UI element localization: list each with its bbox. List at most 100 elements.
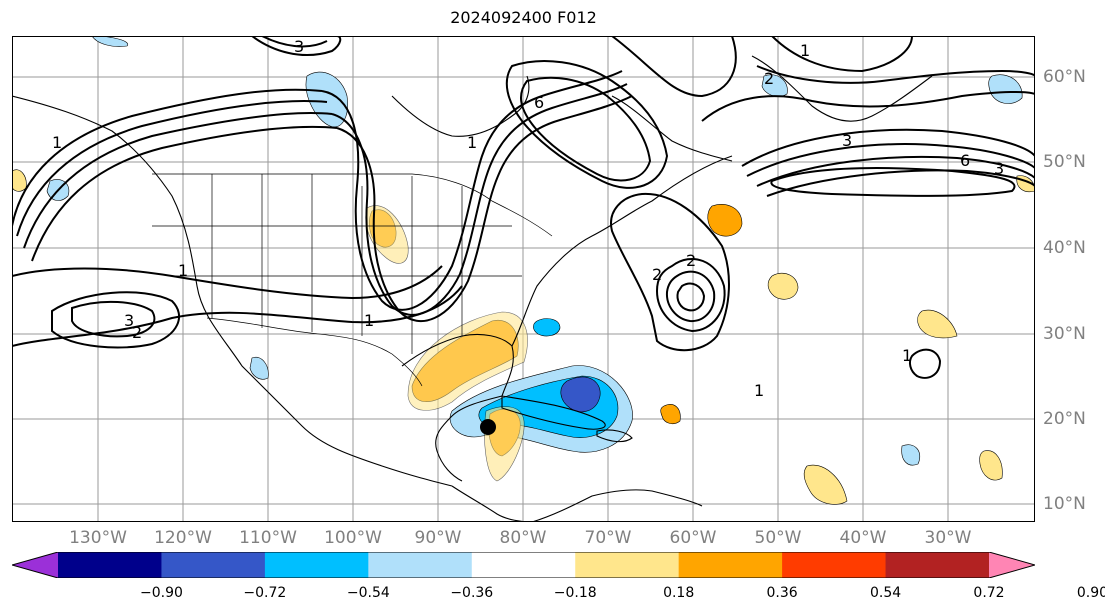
colorbar-tick-label: −0.36 [450, 585, 494, 601]
coast-labrador [611, 95, 733, 162]
anomaly-gulf-positive-outer [407, 311, 528, 411]
anomaly-atlantic-positive-2 [767, 272, 799, 300]
anomaly-yucatan-outer [484, 406, 525, 482]
colorbar-tick-label: 0.54 [869, 585, 902, 601]
anomaly-west-positive [12, 169, 27, 192]
contour-jet-east-1 [741, 128, 1035, 167]
coast-hudson [391, 75, 530, 137]
lat-label: 10°N [1043, 494, 1086, 514]
contour-north-atlantic [701, 90, 1035, 122]
colorbar-extend-high [989, 552, 1035, 578]
lat-label: 30°N [1043, 324, 1086, 344]
colorbar-tick-label: 0.18 [663, 585, 695, 601]
contour-southwest-high-1 [51, 291, 181, 349]
contour-label: 1 [52, 133, 62, 152]
colorbar-tick-label: −0.54 [346, 585, 390, 601]
contour-ridge-west-4 [31, 125, 338, 262]
contour-label: 2 [132, 323, 142, 342]
lon-label: 120°W [154, 528, 212, 548]
anomaly-atlantic-positive-3 [917, 309, 958, 339]
colorbar-bin [678, 552, 783, 578]
contour-low-atlantic-2 [665, 270, 716, 323]
coast-hispaniola [596, 429, 633, 443]
coast-cuba [501, 395, 606, 430]
contour-north-high-2 [261, 36, 328, 48]
anomaly-atlantic-positive-6 [660, 404, 681, 425]
lon-label: 110°W [239, 528, 297, 548]
map-frame [12, 36, 1035, 522]
lat-label: 20°N [1043, 409, 1086, 429]
contour-greenland-2 [771, 36, 913, 73]
contour-jet-east-5 [770, 167, 1016, 197]
contour-labels: 3 2 1 6 1 2 6 3 2 3 1 3 2 1 1 1 1 [52, 37, 1004, 400]
contour-southwest-high-2 [71, 300, 156, 338]
lon-label: 30°W [924, 528, 972, 548]
colorbar-bin [368, 552, 473, 578]
contour-low-ne-2 [520, 76, 652, 182]
contour-label: 3 [994, 159, 1004, 178]
contour-label: 6 [534, 93, 544, 112]
anomaly-caribbean-min [560, 376, 601, 412]
contour-ridge-west-2 [16, 100, 328, 237]
contour-label: 2 [764, 69, 774, 88]
coast-greenland [751, 55, 933, 122]
contour-label: 1 [364, 311, 374, 330]
coast-south-america [531, 489, 703, 522]
contour-greenland-3 [756, 65, 1035, 84]
colorbar-tick-label: −0.72 [243, 585, 287, 601]
anomaly-north-atlantic-negative [988, 74, 1023, 104]
colorbar-tick-label: 0.36 [766, 585, 798, 601]
contour-low-atlantic-outer [610, 192, 730, 352]
coastlines [12, 55, 933, 522]
lat-label: 60°N [1043, 67, 1086, 87]
contour-trough-2 [331, 83, 628, 316]
contour-sw-2 [12, 285, 463, 347]
contour-label: 3 [842, 131, 852, 150]
contour-trough-3 [336, 95, 633, 322]
contour-label: 1 [178, 261, 188, 280]
height-contours [12, 36, 1035, 379]
graticule [12, 36, 1035, 522]
anomaly-atlantic-positive-4 [803, 464, 848, 505]
contour-jet-east-3 [756, 155, 1035, 187]
colorbar-tick-label: 0.90 [1076, 585, 1105, 601]
contour-label: 1 [467, 133, 477, 152]
colorbar-bin [575, 552, 680, 578]
contour-label: 6 [960, 151, 970, 170]
contour-label: 1 [754, 381, 764, 400]
lon-label: 60°W [669, 528, 717, 548]
lon-label: 50°W [754, 528, 802, 548]
political-borders [152, 173, 553, 387]
contour-sw-1 [12, 265, 443, 300]
colorbar-bin [161, 552, 266, 578]
contour-low-atlantic-1 [655, 257, 726, 333]
contour-ridge-west-1 [12, 88, 323, 227]
contour-jet-east-2 [746, 143, 1035, 177]
colorbar-bin [58, 552, 162, 578]
anomaly-atlantic-positive-1 [707, 204, 743, 237]
contour-low-ne-1 [505, 60, 669, 189]
map-title: 2024092400 F012 [450, 8, 597, 27]
anomaly-shading [12, 36, 1035, 505]
lat-label: 50°N [1043, 152, 1086, 172]
contour-low-atlantic-3 [676, 282, 706, 312]
lon-label: 40°W [839, 528, 887, 548]
colorbar-tick-label: 0.72 [973, 585, 1005, 601]
colorbar-tick-label: −0.90 [139, 585, 183, 601]
anomaly-pacific-top-negative [91, 36, 129, 47]
contour-label: 1 [800, 41, 810, 60]
contour-label: 1 [902, 346, 912, 365]
contour-label: 2 [652, 265, 662, 284]
contour-label: 3 [124, 311, 134, 330]
border-us-mexico [206, 317, 423, 387]
border-us-canada [152, 173, 553, 237]
coast-east [511, 155, 733, 347]
map-panel: 3 2 1 6 1 2 6 3 2 3 1 3 2 1 1 1 1 [12, 36, 1035, 522]
anomaly-mid-atlantic-negative [901, 444, 921, 466]
contour-greenland-1 [611, 36, 737, 98]
colorbar-bin [264, 552, 369, 578]
contour-ridge-west-3 [23, 112, 333, 249]
anomaly-florida-negative [533, 318, 561, 337]
anomaly-rockies-outer [365, 205, 409, 264]
colorbar-segments [12, 552, 1035, 578]
